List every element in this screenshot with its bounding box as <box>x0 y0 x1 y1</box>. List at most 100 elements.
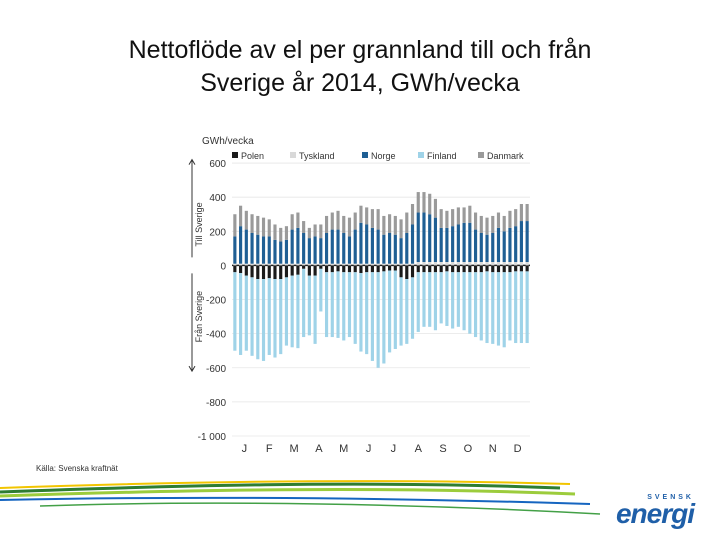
source-note: Källa: Svenska kraftnät <box>36 464 118 473</box>
bar-finland-v37 <box>439 272 443 324</box>
y-label-positive: Till Sverige <box>194 202 204 246</box>
bar-polen-v16 <box>319 265 323 269</box>
bar-norge-v48 <box>502 231 506 262</box>
bar-polen-v35 <box>428 265 432 273</box>
bar-tyskland-v31 <box>405 263 409 266</box>
bar-norge-v33 <box>416 212 420 262</box>
bar-norge-v30 <box>399 238 403 264</box>
bar-tyskland-v49 <box>508 262 512 266</box>
bar-tyskland-v23 <box>359 263 363 266</box>
bar-norge-v51 <box>519 221 523 262</box>
bar-polen-v26 <box>376 265 380 273</box>
legend-swatch-tyskland <box>290 152 296 158</box>
bar-danmark-v17 <box>324 215 329 233</box>
bar-polen-v4 <box>250 265 254 278</box>
bar-tyskland-v17 <box>324 263 329 266</box>
bar-polen-v29 <box>393 265 397 271</box>
bar-norge-v45 <box>485 234 489 262</box>
bar-polen-v46 <box>491 265 495 273</box>
bar-danmark-v19 <box>336 210 340 230</box>
bar-finland-v20 <box>342 272 346 341</box>
bar-norge-v26 <box>376 229 380 264</box>
bar-polen-v32 <box>410 265 415 278</box>
bar-polen-v30 <box>399 265 403 278</box>
bar-norge-v50 <box>514 226 518 262</box>
bar-danmark-v20 <box>342 215 346 233</box>
bar-norge-v21 <box>347 236 352 264</box>
bar-finland-v11 <box>290 275 294 348</box>
bar-finland-v51 <box>519 271 523 344</box>
bar-polen-v51 <box>519 265 523 272</box>
bar-norge-v11 <box>290 229 294 264</box>
bar-tyskland-v25 <box>370 263 374 266</box>
bar-polen-v33 <box>416 265 420 273</box>
bar-danmark-v23 <box>359 205 363 223</box>
bar-norge-v34 <box>422 212 426 262</box>
bar-polen-v5 <box>256 265 260 280</box>
bar-tyskland-v27 <box>382 263 386 266</box>
bar-tyskland-v30 <box>399 263 403 266</box>
bar-tyskland-v33 <box>416 262 420 266</box>
bar-tyskland-v42 <box>468 262 472 266</box>
month-label: S <box>439 443 446 455</box>
bar-finland-v44 <box>479 272 483 341</box>
bar-finland-v49 <box>508 272 512 341</box>
swoosh-line-green-2 <box>39 502 601 515</box>
bar-danmark-v33 <box>416 192 420 213</box>
bar-norge-v40 <box>456 224 460 262</box>
bar-polen-v11 <box>290 265 294 276</box>
bar-tyskland-v21 <box>347 263 352 266</box>
y-label-negative: Från Sverige <box>194 291 204 343</box>
bar-polen-v18 <box>330 265 334 273</box>
bar-danmark-v13 <box>302 221 306 233</box>
bar-norge-v19 <box>336 229 340 264</box>
swoosh-line-yellow <box>0 480 571 489</box>
bar-finland-v45 <box>485 271 489 344</box>
bar-finland-v23 <box>359 273 363 352</box>
bar-finland-v3 <box>244 275 248 351</box>
slide-title: Nettoflöde av el per grannland till och … <box>60 34 660 100</box>
bar-tyskland-v11 <box>290 263 294 266</box>
bar-danmark-v24 <box>365 207 369 225</box>
bar-finland-v39 <box>451 272 455 329</box>
bar-tyskland-v3 <box>244 263 248 266</box>
bar-danmark-v38 <box>445 210 449 228</box>
bar-norge-v35 <box>428 214 432 262</box>
bar-danmark-v51 <box>519 204 523 222</box>
bar-norge-v27 <box>382 234 386 264</box>
y-tick-label: 200 <box>209 227 226 238</box>
bar-danmark-v16 <box>319 224 323 239</box>
chart-grid <box>232 162 530 437</box>
bar-norge-v41 <box>462 222 466 262</box>
bar-danmark-v31 <box>405 212 409 233</box>
legend-swatch-danmark <box>478 152 484 158</box>
bar-polen-v49 <box>508 265 512 273</box>
bar-finland-v10 <box>284 277 289 346</box>
bar-finland-v48 <box>502 272 506 348</box>
bar-tyskland-v14 <box>307 263 311 266</box>
bar-danmark-v48 <box>502 215 506 232</box>
bar-finland-v14 <box>307 275 311 336</box>
bar-danmark-v28 <box>388 214 392 233</box>
y-tick-label: -1 000 <box>198 432 227 443</box>
bar-tyskland-v34 <box>422 262 426 266</box>
bar-norge-v42 <box>468 222 472 262</box>
bar-finland-v47 <box>496 272 501 346</box>
bar-polen-v20 <box>342 265 346 273</box>
bar-polen-v15 <box>313 265 317 276</box>
bar-norge-v43 <box>473 229 478 262</box>
bar-finland-v16 <box>319 268 323 312</box>
bar-danmark-v40 <box>456 207 460 225</box>
bar-tyskland-v16 <box>319 263 323 266</box>
bar-danmark-v47 <box>496 212 501 228</box>
bar-polen-v34 <box>422 265 426 273</box>
bar-finland-v17 <box>324 272 329 338</box>
bar-polen-v37 <box>439 265 443 273</box>
month-label: M <box>289 443 298 455</box>
bar-tyskland-v45 <box>485 262 489 266</box>
bar-finland-v24 <box>365 272 369 355</box>
logo: SVENSK energi <box>616 494 695 528</box>
bar-finland-v19 <box>336 271 340 338</box>
bar-finland-v30 <box>399 277 403 346</box>
bar-polen-v14 <box>307 265 311 276</box>
